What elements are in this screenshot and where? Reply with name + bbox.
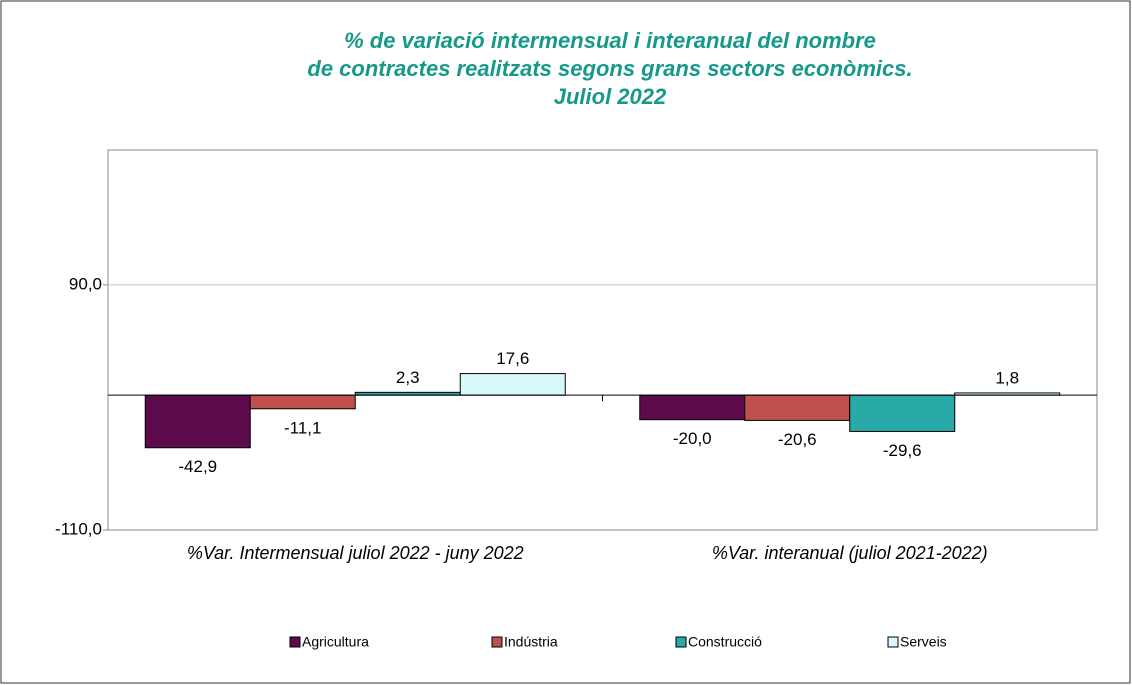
bar xyxy=(144,394,251,449)
data-label: -11,1 xyxy=(284,418,322,437)
data-label: -42,9 xyxy=(178,457,217,476)
bar xyxy=(744,394,851,421)
y-tick-label: 90,0 xyxy=(69,274,102,293)
data-label: 1,8 xyxy=(995,368,1019,387)
bar xyxy=(849,394,956,432)
data-label: 2,3 xyxy=(396,368,420,387)
chart-title: % de variació intermensual i interanual … xyxy=(307,28,912,109)
legend-swatch xyxy=(289,636,301,648)
x-tick-label: %Var. interanual (juliol 2021-2022) xyxy=(712,543,988,563)
bar xyxy=(639,394,746,421)
legend-swatch xyxy=(491,636,503,648)
bar xyxy=(459,373,566,396)
legend-label: Agricultura xyxy=(302,634,369,650)
bar xyxy=(249,394,356,410)
plot-area xyxy=(107,149,1098,531)
y-tick-label: -110,0 xyxy=(55,519,102,538)
legend-label: Indústria xyxy=(504,634,558,650)
data-label: -29,6 xyxy=(883,441,922,460)
data-label: -20,0 xyxy=(673,429,712,448)
legend-swatch xyxy=(675,636,687,648)
legend-label: Construcció xyxy=(688,634,762,650)
data-label: -20,6 xyxy=(778,430,817,449)
legend-label: Serveis xyxy=(900,634,947,650)
legend-swatch xyxy=(887,636,899,648)
data-label: 17,6 xyxy=(496,349,529,368)
x-tick-label: %Var. Intermensual juliol 2022 - juny 20… xyxy=(187,543,524,563)
